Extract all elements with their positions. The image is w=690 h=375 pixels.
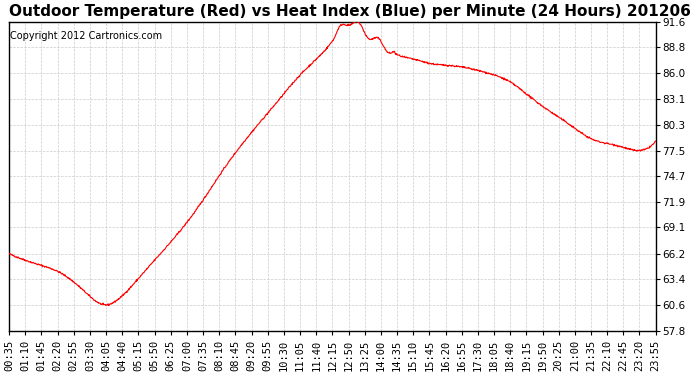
Text: Copyright 2012 Cartronics.com: Copyright 2012 Cartronics.com <box>10 31 163 41</box>
Text: Outdoor Temperature (Red) vs Heat Index (Blue) per Minute (24 Hours) 20120615: Outdoor Temperature (Red) vs Heat Index … <box>9 4 690 19</box>
